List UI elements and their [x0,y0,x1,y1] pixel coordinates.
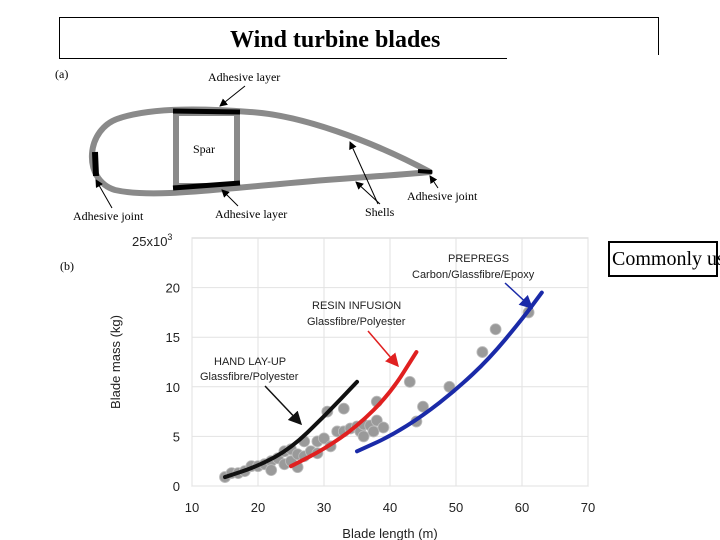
shells-arrow-2 [355,181,381,205]
axis-ticks: 10 20 30 40 50 60 70 0 5 10 15 20 [166,281,596,515]
adhesive-joint-right-arrow [429,175,439,189]
data-point [489,323,502,336]
prepregs-subtitle: Carbon/Glassfibre/Epoxy [412,269,535,281]
data-point [377,421,390,434]
resin-infusion-subtitle: Glassfibre/Polyester [307,316,406,328]
hand-layup-title: HAND LAY-UP [214,356,286,368]
adhesive-joint-right-mark [417,169,433,174]
data-point [403,375,416,388]
x-tick-label: 10 [185,500,199,515]
adhesive-joint-left-arrow [95,179,113,209]
x-tick-label: 20 [251,500,265,515]
panel-a-tag: (a) [55,67,68,81]
side-text: Commonly used [612,248,720,270]
adhesive-layer-bottom-label: Adhesive layer [215,207,287,221]
shells-label: Shells [365,205,395,219]
adhesive-joint-left-mark [92,151,99,177]
data-point [367,425,380,438]
hand-layup-curve [223,379,359,480]
y-tick-label: 10 [166,380,180,395]
prepregs-title: PREPREGS [448,253,509,265]
x-tick-label: 60 [515,500,529,515]
spar-label: Spar [193,142,215,156]
prepregs-curve [355,290,544,454]
x-tick-label: 70 [581,500,595,515]
blade-airfoil-outline [89,106,433,197]
y-axis-title: Blade mass (kg) [108,315,123,409]
trend-curves [223,290,544,480]
hand-layup-arrow [264,385,303,426]
data-point [417,400,429,413]
data-point [318,432,330,445]
resin-infusion-curve [289,350,419,469]
shells-arrow-1 [349,141,379,205]
y-multiplier-label: 25x103 [132,232,172,249]
adhesive-layer-top-mark [172,108,241,115]
title-box-gap [507,55,667,63]
data-point [265,464,278,477]
data-point [337,402,350,415]
slide-title: Wind turbine blades [230,27,441,53]
y-tick-label: 0 [173,479,180,494]
x-tick-label: 50 [449,500,463,515]
x-axis-title: Blade length (m) [342,526,437,540]
adhesive-layer-bottom-mark [172,180,241,191]
resin-infusion-arrow [367,330,399,368]
adhesive-layer-top-arrow [219,85,246,107]
hand-layup-subtitle: Glassfibre/Polyester [200,371,299,383]
side-text-box [608,241,718,277]
x-tick-label: 30 [317,500,331,515]
adhesive-layer-bottom-arrow [221,189,239,207]
adhesive-joint-right-label: Adhesive joint [407,189,478,203]
x-tick-label: 40 [383,500,397,515]
adhesive-joint-left-label: Adhesive joint [73,209,144,223]
panel-b-tag: (b) [60,259,74,273]
data-point [476,346,489,358]
blade-cross-section: (a) Adhesive layer Spar Adhesive joint A… [55,67,478,223]
resin-infusion-title: RESIN INFUSION [312,300,401,312]
adhesive-layer-top-label: Adhesive layer [208,70,280,84]
y-tick-label: 15 [166,330,180,345]
data-point [357,430,370,443]
y-tick-label: 5 [173,429,180,444]
blade-mass-chart: (b) 10 20 30 40 50 60 70 0 5 10 15 20 25x103 Blade … [60,232,595,540]
title-box [59,17,659,59]
y-tick-label: 20 [166,281,180,296]
prepregs-arrow [504,282,534,310]
